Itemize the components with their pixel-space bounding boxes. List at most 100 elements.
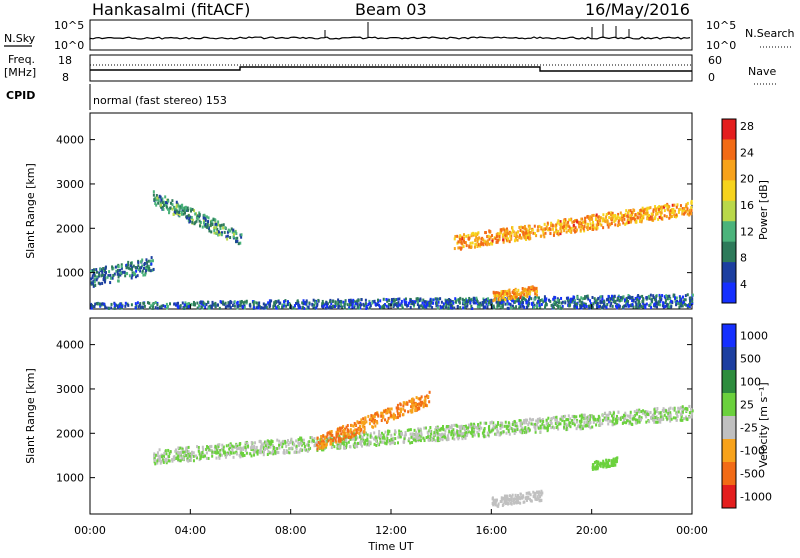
power-cell — [138, 266, 141, 270]
velocity-cell — [342, 424, 345, 428]
power-cell — [165, 205, 168, 209]
velocity-cell — [466, 428, 469, 432]
power-cell — [476, 298, 479, 302]
velocity-ytick-label: 2000 — [56, 427, 84, 440]
power-cell — [657, 209, 660, 213]
velocity-cell — [321, 443, 324, 447]
power-cell — [526, 236, 529, 240]
power-ytick-label: 1000 — [56, 267, 84, 280]
power-cell — [183, 303, 186, 307]
power-cell — [675, 205, 678, 209]
velocity-cell — [596, 465, 599, 469]
velocity-cell — [526, 429, 529, 433]
velocity-cell — [454, 432, 457, 436]
power-cell — [119, 273, 122, 277]
velocity-cell — [363, 421, 366, 425]
velocity-cell — [243, 453, 246, 457]
power-cell — [627, 296, 630, 300]
velocity-cell — [411, 432, 414, 436]
power-cell — [631, 212, 634, 216]
velocity-cell — [632, 414, 635, 418]
power-cell — [413, 300, 416, 304]
power-cell — [525, 301, 528, 305]
velocity-cell — [271, 444, 274, 448]
power-cell — [597, 223, 600, 227]
velocity-cell — [539, 419, 542, 423]
power-cell — [520, 291, 523, 295]
velocity-cell — [412, 438, 415, 442]
velocity-cell — [404, 433, 407, 437]
velocity-cell — [629, 413, 632, 417]
power-cell — [175, 203, 178, 207]
velocity-cell — [342, 437, 345, 441]
power-cell — [669, 215, 672, 219]
velocity-cell — [207, 456, 210, 460]
power-cell — [580, 217, 583, 221]
velocity-cell — [290, 440, 293, 444]
power-cell — [535, 304, 538, 308]
velocity-cell — [426, 404, 429, 408]
velocity-cell — [355, 428, 358, 432]
velocity-cell — [472, 430, 475, 434]
velocity-cell — [222, 447, 225, 451]
power-cell — [210, 222, 213, 226]
power-cell — [496, 303, 499, 307]
power-cell — [495, 300, 498, 304]
power-cell — [488, 242, 491, 246]
velocity-cell — [521, 426, 524, 430]
velocity-cell — [438, 433, 441, 437]
velocity-cell — [539, 426, 542, 430]
power-cell — [563, 229, 566, 233]
power-cell — [635, 305, 638, 309]
power-cell — [338, 300, 341, 304]
velocity-cell — [514, 494, 517, 498]
power-cell — [641, 206, 644, 210]
power-cell — [150, 262, 153, 266]
power-cell — [463, 241, 466, 245]
velocity-cell — [347, 440, 350, 444]
power-cell — [185, 302, 188, 306]
power-cell — [536, 301, 539, 305]
power-cell — [245, 301, 248, 305]
power-cell — [229, 306, 232, 310]
velocity-cell — [611, 414, 614, 418]
power-cell — [176, 302, 179, 306]
power-cell — [585, 304, 588, 308]
velocity-cell — [634, 418, 637, 422]
power-cell — [618, 298, 621, 302]
power-cell — [162, 204, 165, 208]
velocity-cell — [252, 450, 255, 454]
power-cell — [137, 268, 140, 272]
power-cell — [196, 301, 199, 305]
power-cell — [151, 302, 154, 306]
power-cell — [496, 240, 499, 244]
power-cell — [670, 214, 673, 218]
power-cell — [398, 303, 401, 307]
power-cell — [626, 214, 629, 218]
power-cell — [199, 224, 202, 228]
power-cell — [334, 301, 337, 305]
power-cell — [536, 295, 539, 299]
velocity-cell — [685, 415, 688, 419]
power-cell — [629, 217, 632, 221]
power-cell — [622, 214, 625, 218]
velocity-cell — [534, 423, 537, 427]
power-cell — [232, 235, 235, 239]
power-cell — [476, 305, 479, 309]
power-cell — [501, 292, 504, 296]
velocity-cell — [464, 436, 467, 440]
power-cell — [337, 302, 340, 306]
velocity-cell — [445, 425, 448, 429]
velocity-cell — [378, 443, 381, 447]
power-cell — [229, 299, 232, 303]
power-cell — [573, 304, 576, 308]
power-cell — [213, 226, 216, 230]
velocity-cell — [374, 424, 377, 428]
power-cell — [104, 271, 107, 275]
power-cell — [507, 296, 510, 300]
power-cell — [474, 238, 477, 242]
velocity-cell — [329, 439, 332, 443]
power-colorbar-tick: 28 — [740, 120, 754, 133]
power-cell — [150, 256, 153, 260]
power-cell — [567, 220, 570, 224]
